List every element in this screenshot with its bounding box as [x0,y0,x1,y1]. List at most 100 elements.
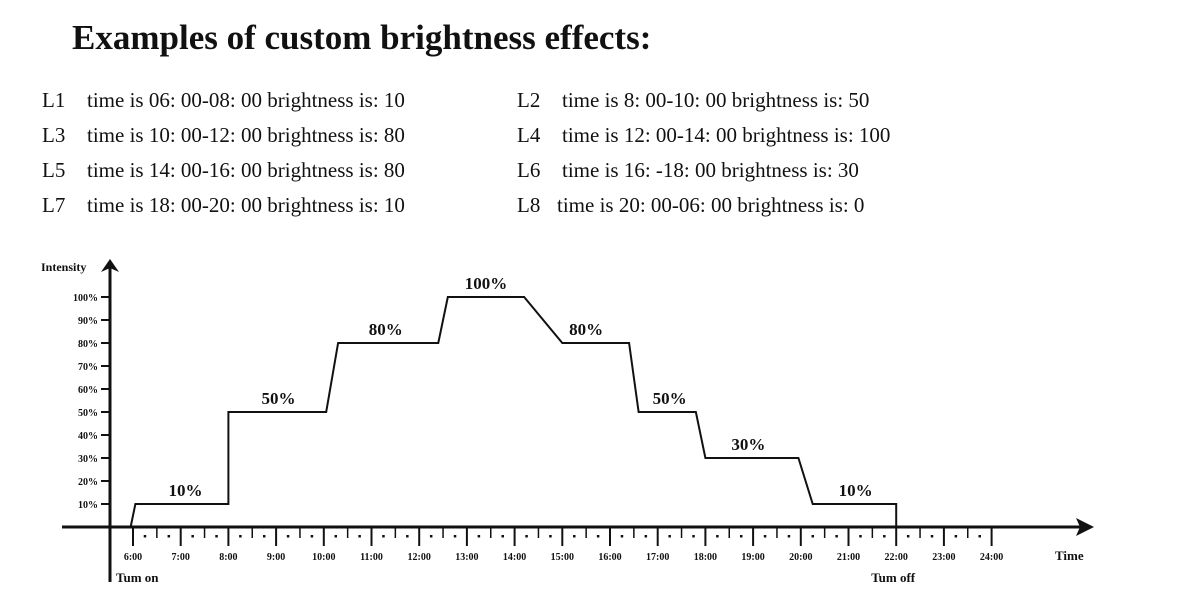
row-text: time is 20: 00-06: 00 brightness is: 0 [557,193,865,217]
x-tick-label: 18:00 [694,552,717,563]
x-tick-label: 12:00 [408,552,431,563]
x-minor-dot [883,535,886,538]
x-minor-dot [835,535,838,538]
x-minor-dot [406,535,409,538]
schedule-row-l5: L5 time is 14: 00-16: 00 brightness is: 8… [42,158,405,183]
x-minor-dot [382,535,385,538]
y-axis-label: Intensity [41,260,86,274]
row-text: time is 18: 00-20: 00 brightness is: 10 [87,193,405,217]
row-text: time is 12: 00-14: 00 brightness is: 100 [562,123,891,147]
x-minor-dot [262,535,266,538]
x-tick-label: 19:00 [741,552,764,563]
x-tick-label: 7:00 [172,552,190,563]
data-label: 100% [465,274,508,293]
x-minor-dot [668,535,671,538]
x-minor-dot [763,535,767,538]
y-tick-label: 70% [78,362,98,373]
x-tick-label: 23:00 [932,552,955,563]
x-minor-dot [811,535,815,538]
x-minor-dot [906,535,910,538]
row-text: time is 8: 00-10: 00 brightness is: 50 [562,88,870,112]
x-tick-label: 10:00 [312,552,335,563]
row-id: L8 [517,193,541,217]
x-minor-dot [978,535,981,538]
x-minor-dot [429,535,433,538]
page-title: Examples of custom brightness effects: [72,18,652,57]
x-minor-dot [334,535,338,538]
data-label: 50% [261,389,295,408]
x-minor-dot [596,535,600,538]
x-minor-dot [859,535,862,538]
x-tick-label: 14:00 [503,552,526,563]
x-minor-dot [453,535,457,538]
x-minor-dot [167,535,171,538]
x-minor-dot [954,535,958,538]
y-tick-label: 20% [78,477,98,488]
y-tick-label: 100% [73,293,98,304]
row-id: L7 [42,193,66,217]
schedule-row-l3: L3 time is 10: 00-12: 00 brightness is: 8… [42,123,405,148]
schedule-row-l4: L4 time is 12: 00-14: 00 brightness is: 1… [517,123,890,148]
row-id: L6 [517,158,541,182]
data-label: 30% [731,435,765,454]
x-minor-dot [930,535,934,538]
x-minor-dot [286,535,290,538]
row-id: L4 [517,123,541,147]
row-id: L5 [42,158,66,182]
data-label: 50% [653,389,687,408]
y-tick-label: 80% [78,339,98,350]
x-minor-dot [310,535,314,538]
annotation: Tum off [871,570,916,585]
x-minor-dot [692,535,695,538]
series-line-brightness [129,296,898,528]
y-tick-label: 30% [78,454,98,465]
x-minor-dot [477,535,481,538]
x-minor-dot [787,535,791,538]
data-label: 80% [569,320,603,339]
schedule-row-l2: L2 time is 8: 00-10: 00 brightness is: 50 [517,88,869,113]
row-text: time is 10: 00-12: 00 brightness is: 80 [87,123,405,147]
row-id: L1 [42,88,66,112]
x-tick-label: 20:00 [789,552,812,563]
x-minor-dot [716,535,719,538]
x-minor-dot [644,535,648,538]
x-tick-label: 16:00 [598,552,621,563]
x-tick-label: 17:00 [646,552,669,563]
x-tick-label: 22:00 [885,552,908,563]
x-minor-dot [573,535,576,538]
schedule-row-l8: L8 time is 20: 00-06: 00 brightness is: 0 [517,193,864,218]
schedule-row-l7: L7 time is 18: 00-20: 00 brightness is: 1… [42,193,405,218]
row-id: L3 [42,123,66,147]
schedule-row-l6: L6 time is 16: -18: 00 brightness is: 30 [517,158,859,183]
x-tick-label: 6:00 [124,552,142,563]
y-tick-label: 90% [78,316,98,327]
y-tick-label: 50% [78,408,98,419]
data-label: 10% [168,481,202,500]
x-tick-label: 21:00 [837,552,860,563]
x-tick-label: 8:00 [219,552,237,563]
y-tick-label: 40% [78,431,98,442]
y-tick-label: 60% [78,385,98,396]
row-text: time is 06: 00-08: 00 brightness is: 10 [87,88,405,112]
x-tick-label: 13:00 [455,552,478,563]
x-tick-label: 9:00 [267,552,285,563]
x-minor-dot [191,535,194,538]
data-label: 80% [369,320,403,339]
row-text: time is 16: -18: 00 brightness is: 30 [562,158,859,182]
x-tick-label: 15:00 [551,552,574,563]
x-minor-dot [358,535,361,538]
y-axis-arrow-icon [101,259,119,272]
x-minor-dot [143,535,147,538]
y-tick-label: 10% [78,500,98,511]
x-minor-dot [239,535,242,538]
row-id: L2 [517,88,541,112]
x-tick-label: 24:00 [980,552,1003,563]
x-axis-arrow-icon [1076,518,1094,536]
row-text: time is 14: 00-16: 00 brightness is: 80 [87,158,405,182]
x-tick-label: 11:00 [360,552,383,563]
x-minor-dot [620,535,624,538]
annotation: Tum on [116,570,159,585]
x-minor-dot [215,535,218,538]
x-minor-dot [525,535,528,538]
